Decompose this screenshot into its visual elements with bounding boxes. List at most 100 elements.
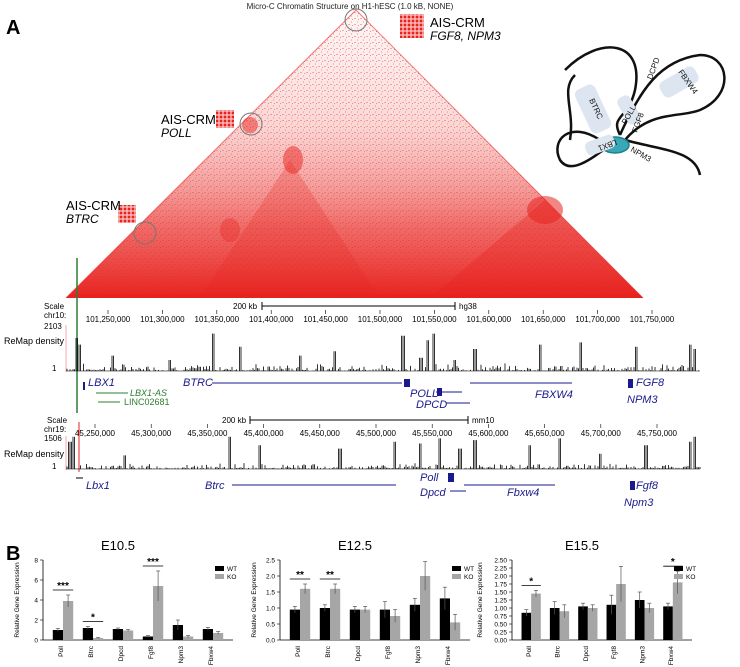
svg-text:AIS-CRM: AIS-CRM xyxy=(161,112,216,127)
svg-text:chr10:: chr10: xyxy=(44,311,66,320)
x-tick-label: Poll xyxy=(58,645,65,656)
mouse-tick: 45,250,000 xyxy=(75,429,116,438)
y-tick-label: 0.0 xyxy=(266,638,275,645)
human-tick: 101,650,000 xyxy=(521,315,566,324)
bar-ko xyxy=(183,636,194,640)
bar-ko xyxy=(531,593,541,640)
y-tick-label: 2.00 xyxy=(494,574,507,581)
bar-wt xyxy=(379,609,390,640)
x-tick-label: Fgf8 xyxy=(611,646,618,659)
gene-fbxw4-mouse: Fbxw4 xyxy=(507,487,539,499)
bar-wt xyxy=(521,612,532,640)
y-tick-label: 0.5 xyxy=(266,622,275,629)
legend-swatch xyxy=(452,566,461,571)
legend-label: WT xyxy=(227,566,237,573)
bar-wt xyxy=(52,630,63,640)
svg-text:ReMap density: ReMap density xyxy=(4,336,65,346)
significance-label: * xyxy=(529,576,533,587)
bar-ko xyxy=(123,630,134,640)
legend-label: KO xyxy=(464,574,473,581)
chart-title: E15.5 xyxy=(565,538,599,553)
chart-title: E12.5 xyxy=(338,538,372,553)
svg-text:1: 1 xyxy=(52,364,57,373)
bar-wt xyxy=(142,636,153,640)
bar-wt xyxy=(663,606,673,640)
mouse-tick: 45,400,000 xyxy=(244,429,285,438)
human-axis-ticks: 101,250,000 101,300,000 101,350,000 101,400… xyxy=(86,310,675,324)
x-tick-label: Poll xyxy=(526,645,533,656)
svg-text:FGF8, NPM3: FGF8, NPM3 xyxy=(430,29,501,43)
bar-ko xyxy=(644,608,655,640)
hic-map xyxy=(65,8,644,299)
y-tick-label: 2.0 xyxy=(266,574,275,581)
svg-text:ReMap density: ReMap density xyxy=(4,449,65,459)
schematic-label-npm3: NPM3 xyxy=(629,145,653,164)
bar-ko xyxy=(213,633,224,640)
svg-text:chr19:: chr19: xyxy=(44,425,66,434)
bar-wt xyxy=(172,625,183,640)
human-tick: 101,450,000 xyxy=(303,315,348,324)
gene-linc02681: LINC02681 xyxy=(124,397,170,407)
x-tick-label: Fbxw4 xyxy=(445,646,452,666)
svg-text:BTRC: BTRC xyxy=(66,212,99,226)
y-tick-label: 0.00 xyxy=(494,638,507,645)
svg-text:AIS-CRM: AIS-CRM xyxy=(66,198,121,213)
legend-swatch xyxy=(215,574,224,579)
significance-label: ** xyxy=(326,570,334,581)
human-tick: 101,600,000 xyxy=(467,315,512,324)
x-tick-label: Fgf8 xyxy=(148,646,155,659)
crm-label-btrc: AIS-CRM BTRC xyxy=(66,198,136,226)
svg-text:Scale: Scale xyxy=(44,302,65,311)
mouse-tick: 45,300,000 xyxy=(131,429,172,438)
svg-text:hg38: hg38 xyxy=(459,302,477,311)
y-tick-label: 0.75 xyxy=(494,614,507,621)
bar-ko xyxy=(587,608,598,640)
bar-wt xyxy=(578,606,588,640)
crm-circle-fgf8 xyxy=(344,8,368,32)
human-tick: 101,300,000 xyxy=(140,315,185,324)
mouse-tick: 45,550,000 xyxy=(412,429,453,438)
bar-ko xyxy=(330,588,341,640)
gene-fgf8: FGF8 xyxy=(636,377,665,389)
human-tick: 101,700,000 xyxy=(575,315,620,324)
gene-npm3-mouse: Npm3 xyxy=(624,497,654,509)
bar-wt xyxy=(634,600,645,640)
mouse-axis-ticks: 45,250,000 45,300,000 45,350,000 45,400,000… xyxy=(75,424,678,438)
x-tick-label: Btrc xyxy=(88,645,95,657)
x-tick-label: Npm3 xyxy=(640,646,647,664)
gene-btrc-mouse: Btrc xyxy=(205,480,225,492)
svg-text:AIS-CRM: AIS-CRM xyxy=(430,15,485,30)
svg-text:1506: 1506 xyxy=(44,434,62,443)
significance-label: ** xyxy=(296,570,304,581)
gene-btrc: BTRC xyxy=(183,377,213,389)
y-tick-label: 1.5 xyxy=(266,590,275,597)
bar-wt xyxy=(549,608,560,640)
browser-mouse: Scale chr19: 200 kb mm10 45,250,000 45,30… xyxy=(4,416,701,472)
svg-text:1: 1 xyxy=(52,462,57,471)
legend-swatch xyxy=(215,566,224,571)
bar-charts: E10.5 0 2 4 6 8 Relative Gene Expression Poll Bt… xyxy=(14,538,696,665)
chart-2: E15.5 0.000.250.500.751.001.251.501.752.0… xyxy=(477,538,696,665)
crm-label-fgf8: AIS-CRM FGF8, NPM3 xyxy=(400,14,501,43)
y-tick-label: 1.0 xyxy=(266,606,275,613)
gene-fgf8-mouse: Fgf8 xyxy=(636,480,659,492)
x-tick-label: Npm3 xyxy=(415,646,422,664)
legend-swatch xyxy=(452,574,461,579)
x-tick-label: Dpcd xyxy=(583,646,590,662)
svg-text:POLL: POLL xyxy=(161,126,192,140)
y-axis-label: Relative Gene Expression xyxy=(14,562,21,638)
chart-1: E12.5 0.0 0.5 1.0 1.5 2.0 2.5 Relative Gene Exp… xyxy=(251,538,474,665)
y-axis-label: Relative Gene Expression xyxy=(477,562,484,638)
legend-label: WT xyxy=(686,566,696,573)
bar-ko xyxy=(450,622,461,640)
bar-ko xyxy=(153,586,164,640)
y-tick-label: 2.5 xyxy=(266,558,275,565)
mouse-tick: 45,350,000 xyxy=(187,429,228,438)
gene-lbx1-mouse: Lbx1 xyxy=(86,480,110,492)
y-tick-label: 6 xyxy=(34,578,38,585)
bar-wt xyxy=(606,604,617,640)
bar-wt xyxy=(439,598,450,640)
human-tick: 101,250,000 xyxy=(86,315,131,324)
human-tick: 101,550,000 xyxy=(412,315,457,324)
crm-circle-btrc xyxy=(133,221,157,245)
